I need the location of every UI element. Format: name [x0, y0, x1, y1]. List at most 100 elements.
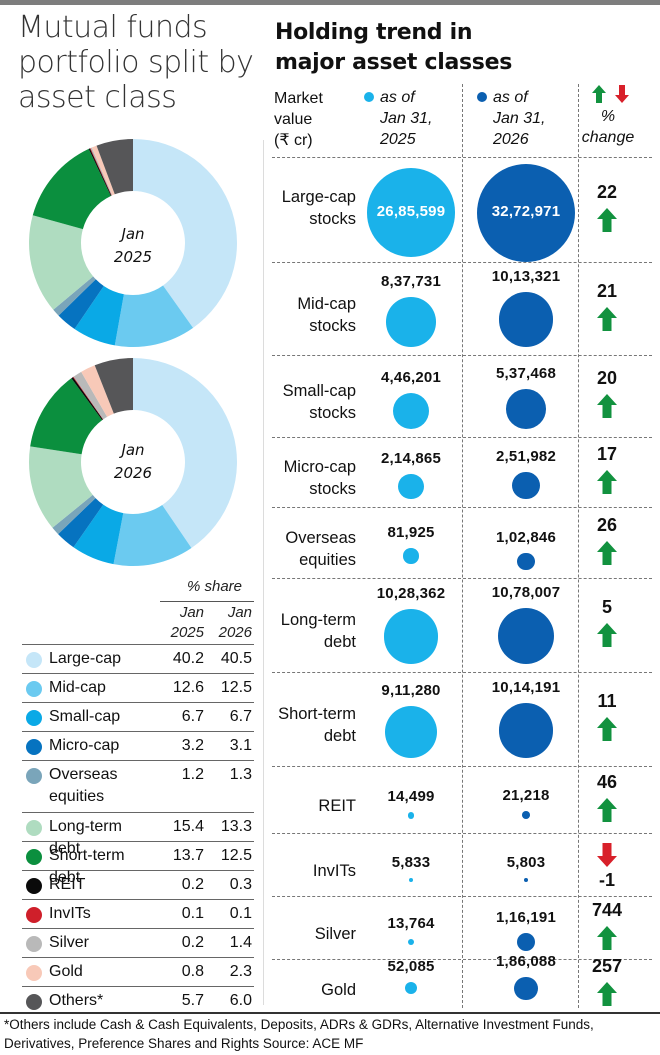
col-header-2026-year: 2026 [218, 624, 252, 641]
donut-slice-reit [88, 148, 112, 196]
arrow-down-shape [597, 842, 617, 867]
donut-slice-long-term-debt [28, 215, 94, 310]
market-value-2026: 32,72,971 [491, 202, 561, 220]
donut-slice-overseas-equities [53, 276, 96, 316]
market-value-2026: 10,14,191 [491, 679, 561, 697]
row-divider [272, 578, 652, 579]
market-value-2025: 5,833 [391, 853, 431, 871]
asset-class-label-line: Long-term [280, 611, 356, 629]
arrow-down-icon [597, 842, 617, 867]
market-value-2026: 5,803 [506, 853, 546, 871]
share-table-row: Mid-cap 12.6 12.5 [22, 673, 254, 702]
right-title-line-1: Holding trend in [275, 20, 473, 45]
asset-class-label-line: Gold [321, 980, 356, 999]
legend-swatch [26, 768, 42, 784]
asset-class-label-line: Large-cap [281, 187, 356, 206]
asset-class-name: Overseas equities [49, 766, 118, 805]
panel-divider [263, 140, 264, 1005]
share-2025: 40.2 [172, 650, 204, 667]
legend-swatch [26, 681, 42, 697]
percent-change: 744 [591, 899, 623, 920]
col-header-2025: Jan 2025 [156, 603, 204, 643]
bubble-2026 [514, 976, 538, 1000]
donut-slice-long-term-debt [29, 446, 93, 528]
header-change: % change [578, 106, 638, 148]
percent-change: -1 [598, 869, 615, 890]
donut-chart-jan-2025: Jan 2025 [28, 139, 237, 347]
row-divider [272, 959, 652, 960]
arrow-up-icon [597, 623, 617, 647]
legend-swatch [26, 936, 42, 952]
donut-center-label-month: Jan [118, 225, 144, 243]
donut-slice-others [94, 358, 133, 414]
legend-swatch [26, 652, 42, 668]
arrow-up-shape [597, 981, 617, 1006]
donut-slice-overseas-equities [52, 494, 96, 535]
market-value-2025: 26,85,599 [376, 202, 446, 220]
donut-slice-reit [71, 377, 103, 421]
donut-slice-gold [91, 145, 115, 196]
asset-class-label: Micro-cap stocks [268, 456, 356, 500]
header-2025-line: 2025 [380, 131, 416, 148]
column-divider [578, 84, 579, 1008]
market-value-2026: 1,16,191 [496, 908, 556, 926]
asset-class-label-line: Small-cap [282, 382, 356, 400]
donut-chart-jan-2026: Jan 2026 [29, 358, 237, 566]
asset-class-label: Large-cap stocks [268, 186, 356, 230]
donut-slice-micro-cap [58, 498, 104, 548]
asset-class-label-line: debt [323, 633, 356, 651]
header-2025-line: Jan 31, [380, 110, 433, 127]
row-divider [272, 833, 652, 834]
share-table-row: Others* 5.7 6.0 [22, 986, 254, 1015]
asset-class-label: Overseas equities [268, 527, 356, 571]
asset-class-label-line: InvITs [312, 861, 356, 880]
asset-class-label-line: stocks [309, 480, 356, 498]
bubble-2025 [408, 877, 414, 882]
share-2025: 0.8 [181, 963, 204, 980]
share-table: % share Jan 2025 Jan 2026 Large-cap 40.2… [22, 574, 254, 1015]
market-value-2026: 1,86,088 [496, 952, 556, 970]
header-2026-line: as of [493, 89, 528, 106]
row-divider [272, 437, 652, 438]
donut-slice-large-cap [133, 139, 237, 328]
donut-slice-silver [90, 147, 113, 196]
share-2026: 13.3 [220, 818, 252, 835]
legend-swatch [26, 849, 42, 865]
share-2026: 1.3 [229, 766, 252, 783]
share-table-row: Gold 0.8 2.3 [22, 957, 254, 986]
asset-class-name: Gold [49, 963, 83, 980]
share-table-row: Short-term debt 13.7 12.5 [22, 841, 254, 886]
percent-change: 17 [596, 444, 618, 464]
asset-class-name: Long-term debt [49, 818, 122, 857]
share-table-row: Large-cap 40.2 40.5 [22, 644, 254, 673]
share-table-header: % share Jan 2025 Jan 2026 [22, 574, 254, 644]
arrow-up-icon [597, 981, 617, 1006]
header-change-line: % [600, 108, 616, 125]
header-rule [160, 601, 254, 602]
bubble-2025 [383, 609, 439, 664]
left-title: Mutual funds portfolio split by asset cl… [18, 10, 254, 115]
percent-change: 22 [596, 181, 618, 202]
share-2026: 12.5 [220, 679, 252, 696]
arrow-up-icon [597, 540, 617, 565]
share-table-row: REIT 0.2 0.3 [22, 870, 254, 899]
share-table-row: InvITs 0.1 0.1 [22, 899, 254, 928]
right-title-line-2: major asset classes [275, 50, 512, 75]
asset-class-label-line: Mid-cap [297, 294, 356, 313]
col-header-2025-month: Jan [179, 604, 204, 621]
asset-class-label-line: Silver [314, 924, 356, 943]
asset-class-label-line: Overseas [285, 528, 356, 547]
header-market-value: Market value (₹ cr) [274, 88, 323, 151]
share-2026: 40.5 [220, 650, 252, 667]
bubble-2025 [404, 981, 418, 994]
percent-change: 26 [596, 514, 618, 535]
asset-class-name: Small-cap [49, 708, 121, 725]
donut-slice-small-cap [74, 286, 124, 346]
donut-slice-silver [73, 371, 108, 420]
market-value-2026: 1,02,846 [496, 528, 556, 546]
arrow-up-icon [597, 207, 617, 232]
header-2026: as of Jan 31, 2026 [477, 87, 545, 150]
market-value-2025: 13,764 [387, 914, 435, 932]
percent-change: 257 [591, 955, 623, 976]
asset-class-label-line: REIT [318, 796, 356, 815]
